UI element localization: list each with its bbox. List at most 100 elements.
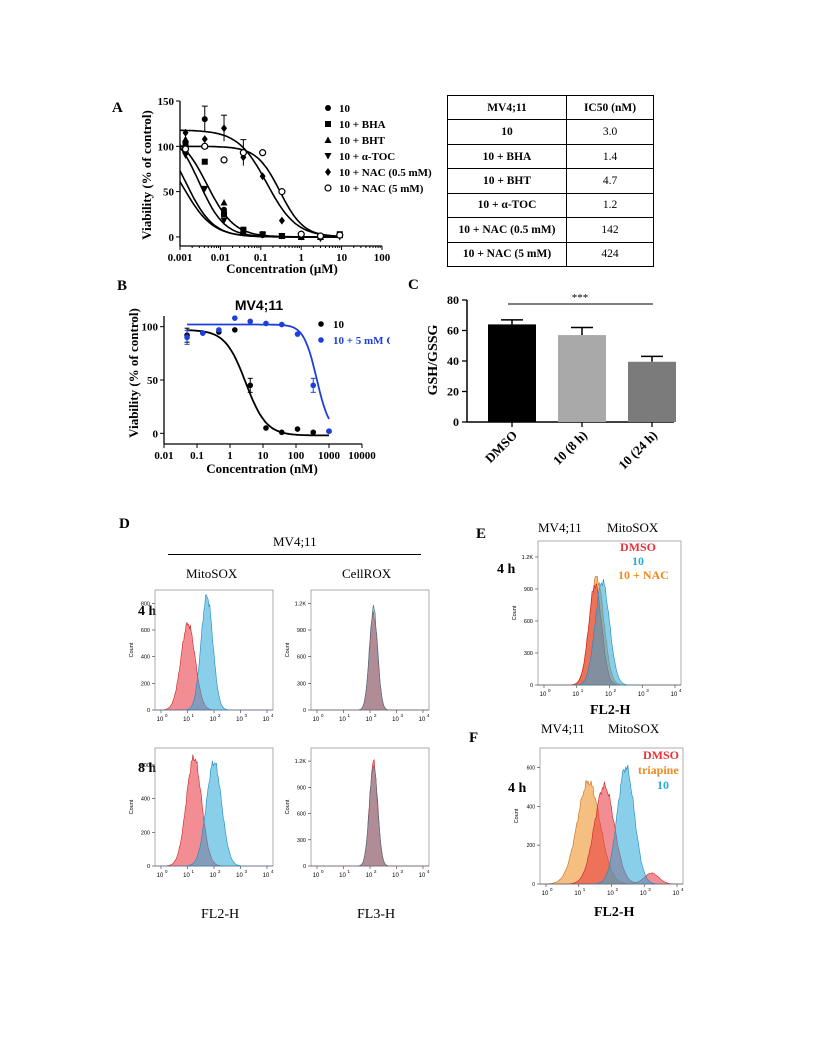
legend-marker: [325, 168, 331, 176]
x-tick-exponent: 4: [427, 713, 430, 718]
panel-f-legend-10: 10: [657, 778, 669, 792]
x-tick-label: 10: [671, 692, 678, 698]
data-point: [200, 330, 206, 336]
y-tick-label: 60: [447, 324, 459, 338]
y-tick-label: 900: [297, 785, 306, 791]
panel-c-ylabel: GSH/GSSG: [426, 324, 441, 395]
data-point: [201, 185, 209, 193]
x-tick-label: 10: [313, 873, 320, 879]
legend-marker: [324, 153, 332, 160]
x-tick-exponent: 0: [321, 713, 324, 718]
x-tick-exponent: 0: [550, 887, 553, 892]
data-point: [263, 425, 269, 431]
x-tick-label: 10: [236, 717, 243, 723]
panel-e-legend-nac: 10 + NAC: [618, 568, 669, 582]
ic50-value: 4.7: [566, 168, 654, 194]
panel-d-col-cellrox: CellROX: [342, 566, 392, 581]
legend-marker: [318, 321, 324, 327]
panel-f-time: 4 h: [508, 781, 527, 796]
data-point: [221, 124, 228, 133]
panel-f-legend-dmso: DMSO: [643, 748, 679, 762]
data-point: [294, 426, 301, 432]
data-point: [201, 158, 208, 165]
x-tick-exponent: 4: [427, 869, 430, 874]
data-point: [182, 128, 189, 137]
y-tick-label: 0: [532, 882, 535, 888]
panel-f-xlabel: FL2-H: [594, 905, 635, 920]
y-tick-label: 300: [524, 651, 533, 657]
bar: [628, 361, 676, 422]
data-point: [259, 232, 267, 239]
ic50-value: 3.0: [566, 119, 654, 145]
data-point: [232, 327, 238, 333]
x-tick-label: 10: [605, 692, 612, 698]
count-axis-label: Count: [285, 799, 291, 814]
y-tick-label: 100: [158, 141, 175, 153]
ic50-compound: 10 + NAC (5 mM): [447, 241, 567, 268]
x-tick-exponent: 1: [581, 688, 584, 693]
x-tick-exponent: 3: [245, 869, 248, 874]
legend-label: 10 + NAC (0.5 mM): [339, 167, 432, 179]
panel-d-cell-line: MV4;11: [273, 534, 317, 549]
bar: [558, 335, 606, 422]
y-tick-label: 800: [141, 601, 150, 607]
x-tick-exponent: 3: [245, 713, 248, 718]
histogram-curve: [155, 760, 273, 867]
data-point: [201, 116, 208, 123]
ic50-table: MV4;11 IC50 (nM) 10 3.0 10 + BHA 1.4 10 + …: [447, 94, 654, 268]
y-tick-label: 600: [141, 628, 150, 634]
data-point: [247, 382, 254, 389]
data-point: [278, 233, 286, 240]
y-tick-label: 900: [524, 587, 533, 593]
x-tick-label: 10: [366, 717, 373, 723]
x-tick-exponent: 1: [348, 869, 351, 874]
x-tick-label: 10: [183, 717, 190, 723]
y-tick-label: 0: [147, 708, 150, 714]
x-tick-label: 10: [157, 873, 164, 879]
ic50-value: 142: [566, 217, 654, 243]
panel-b-xlabel: Concentration (nM): [206, 461, 318, 476]
data-point: [336, 231, 344, 239]
legend-marker: [325, 105, 331, 111]
x-tick-exponent: 3: [646, 688, 649, 693]
x-tick-exponent: 2: [218, 869, 221, 874]
x-tick-label: 10: [258, 450, 270, 462]
x-tick-exponent: 2: [218, 713, 221, 718]
y-tick-label: 300: [297, 838, 306, 844]
y-tick-label: 600: [297, 812, 306, 818]
data-point: [247, 318, 254, 325]
histogram-curve: [540, 764, 683, 885]
panel-e-cell-line: MV4;11: [538, 520, 582, 535]
x-tick-exponent: 0: [548, 688, 551, 693]
x-tick-label: 10: [236, 873, 243, 879]
data-point: [263, 320, 269, 327]
x-tick-exponent: 3: [401, 869, 404, 874]
x-tick-exponent: 4: [271, 869, 274, 874]
x-tick-exponent: 2: [374, 713, 377, 718]
x-tick-label: 10: [339, 717, 346, 723]
legend-marker: [324, 136, 332, 143]
histogram-curve: [311, 604, 429, 711]
legend-marker: [325, 121, 331, 127]
legend-label: 10 + α-TOC: [339, 151, 395, 163]
fit-curve: [187, 329, 329, 437]
legend-label: 10 + BHA: [339, 119, 386, 131]
significance-stars: ***: [572, 292, 589, 304]
x-tick-label: 10: [157, 717, 164, 723]
legend-label: 10 + 5 mM GSH: [333, 335, 390, 347]
x-tick-label: 10: [419, 717, 426, 723]
data-point: [316, 232, 325, 240]
ic50-compound: 10 + BHT: [447, 168, 567, 194]
legend-label: 10 + BHT: [339, 135, 386, 147]
x-tick-label: 10: [210, 717, 217, 723]
data-point: [182, 135, 190, 143]
x-tick-label: 100: [374, 252, 391, 264]
x-tick-label: 0.1: [254, 252, 268, 264]
fit-curve: [187, 323, 330, 420]
x-tick-label: 10: [263, 717, 270, 723]
x-tick-exponent: 4: [271, 713, 274, 718]
data-point: [201, 142, 209, 150]
x-tick-label: 10: [640, 891, 647, 897]
x-tick-label: 10: [366, 873, 373, 879]
